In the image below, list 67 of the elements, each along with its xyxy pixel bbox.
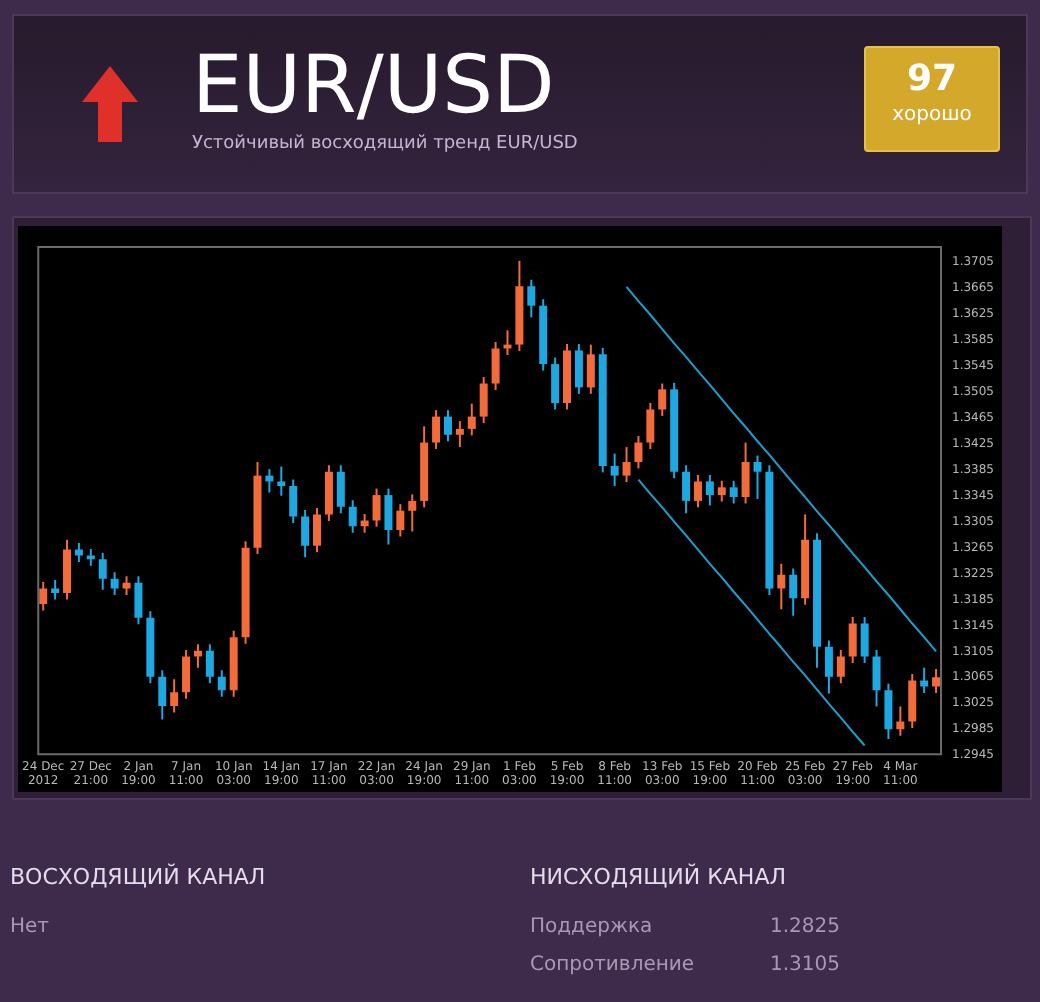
candlestick xyxy=(467,402,476,437)
text: Поддержка xyxy=(530,916,653,938)
candlestick xyxy=(134,575,143,626)
candlestick xyxy=(51,579,60,601)
candlestick xyxy=(289,478,298,524)
candlestick xyxy=(277,465,286,497)
candlestick xyxy=(396,503,405,538)
candlestick xyxy=(527,278,536,319)
candlestick xyxy=(824,639,833,695)
candlestick xyxy=(682,464,691,515)
candlestick xyxy=(634,435,643,470)
candlestick xyxy=(479,376,488,425)
candlestick xyxy=(717,479,726,503)
candlestick xyxy=(372,487,381,528)
candlestick xyxy=(872,649,881,708)
candlestick xyxy=(384,487,393,546)
candlestick xyxy=(932,667,941,694)
candlestick xyxy=(646,401,655,451)
candlestick xyxy=(301,509,310,559)
score-badge: 97 хорошо xyxy=(864,46,1000,152)
candlestick xyxy=(313,507,322,554)
candlestick xyxy=(158,669,167,721)
candlestick xyxy=(39,581,48,612)
text: 1.2825 xyxy=(770,916,840,938)
candlestick xyxy=(848,616,857,665)
candlestick xyxy=(217,669,226,698)
candlestick xyxy=(896,705,905,737)
candlestick xyxy=(884,682,893,740)
candlestick xyxy=(658,382,667,417)
candlestick xyxy=(741,441,750,505)
candlestick xyxy=(432,409,441,451)
candlestick xyxy=(336,464,345,515)
candlestick xyxy=(908,673,917,729)
text: Сопротивление xyxy=(530,954,695,976)
candlestick xyxy=(860,616,869,665)
candlestick xyxy=(574,342,583,395)
candlestick xyxy=(693,473,702,509)
candlestick xyxy=(789,567,798,617)
candlestick xyxy=(705,473,714,507)
candlestick xyxy=(63,538,72,601)
candlestick xyxy=(622,446,631,484)
candlestick xyxy=(193,643,202,669)
candlestick xyxy=(753,454,762,500)
candlestick xyxy=(491,341,500,391)
candlestick xyxy=(170,678,179,714)
candlestick xyxy=(551,356,560,411)
candlestick xyxy=(443,409,452,443)
candlestick xyxy=(348,499,357,534)
chart-title: EUR/USD xyxy=(192,40,555,132)
candlestick xyxy=(455,420,464,449)
candlestick xyxy=(205,643,214,685)
candlestick xyxy=(610,452,619,488)
text: 1.3105 xyxy=(770,954,840,976)
candlestick xyxy=(408,493,417,533)
candlestick xyxy=(324,464,333,523)
candlestick xyxy=(836,649,845,685)
candlestick xyxy=(586,343,595,395)
candlestick xyxy=(110,571,119,596)
text: Нет xyxy=(10,916,49,938)
text: ВОСХОДЯЩИЙ КАНАЛ xyxy=(10,864,266,890)
candlestick xyxy=(98,551,107,591)
chart-subtitle: Устойчивый восходящий тренд EUR/USD xyxy=(192,134,578,154)
candlestick xyxy=(729,479,738,505)
candlestick xyxy=(777,562,786,611)
candlestick xyxy=(182,649,191,700)
text: НИСХОДЯЩИЙ КАНАЛ xyxy=(530,864,786,890)
candlestick xyxy=(360,512,369,534)
